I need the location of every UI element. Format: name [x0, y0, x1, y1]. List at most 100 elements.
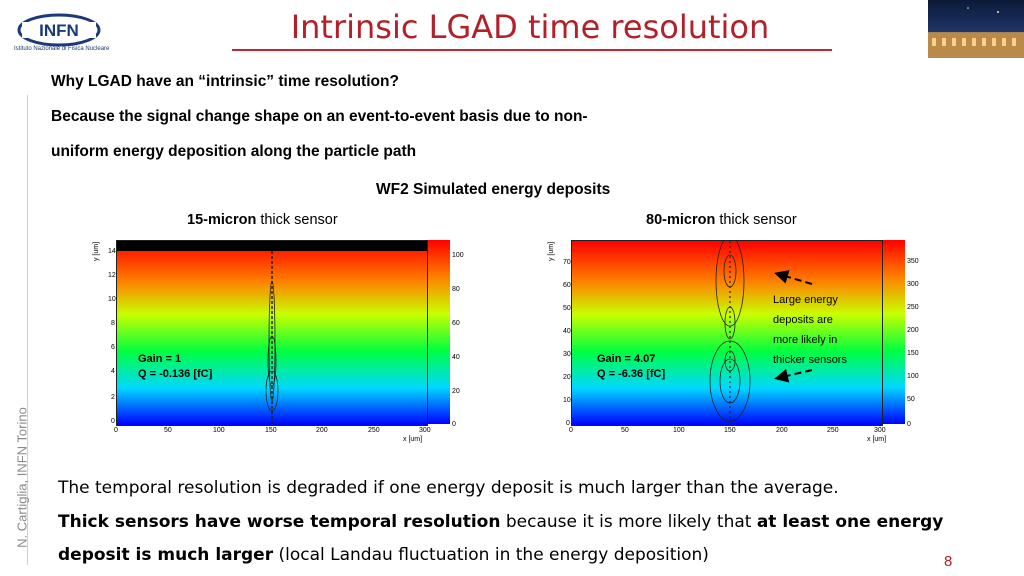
left-ytick: 2	[111, 394, 115, 401]
right-ytick: 0	[566, 420, 570, 427]
right-panel-caption: 80-micron thick sensor	[646, 212, 797, 228]
right-xtick: 0	[569, 427, 573, 434]
body-line-2-bold2: at least one energy	[756, 512, 944, 532]
torino-photo	[928, 0, 1024, 58]
slide-title: Intrinsic LGAD time resolution	[290, 8, 770, 46]
left-cbar-tick: 40	[452, 354, 460, 361]
right-xtick: 100	[673, 427, 685, 434]
infn-logo: INFN	[14, 10, 104, 58]
right-xtick: 200	[776, 427, 788, 434]
side-divider	[27, 95, 28, 565]
left-caption-rest: thick sensor	[256, 212, 338, 228]
annotation-line: deposits are	[773, 314, 833, 326]
body-line-2-bold: Thick sensors have worse temporal resolu…	[58, 512, 501, 532]
annotation-arrows	[774, 270, 813, 383]
infn-logo-icon: INFN	[17, 13, 101, 47]
left-cbar-tick: 80	[452, 286, 460, 293]
right-ytick: 10	[563, 397, 571, 404]
right-caption-bold: 80-micron	[646, 212, 716, 228]
right-xtick: 50	[621, 427, 629, 434]
right-cbar-tick: 150	[907, 350, 919, 357]
intro-answer-line-2: uniform energy deposition along the part…	[51, 143, 417, 160]
left-cbar-tick: 0	[452, 421, 456, 428]
left-colorbar	[428, 240, 450, 424]
logo-subtitle: Istituto Nazionale di Fisica Nucleare	[14, 46, 110, 52]
right-caption-rest: thick sensor	[715, 212, 797, 228]
left-xlabel: x [um]	[403, 436, 423, 443]
left-cbar-tick: 20	[452, 388, 460, 395]
body-line-2-rest: because it is more likely that	[500, 512, 757, 532]
right-cbar-tick: 250	[907, 304, 919, 311]
right-xtick: 250	[827, 427, 839, 434]
right-ytick: 60	[563, 282, 571, 289]
left-gain-label: Gain = 1 Q = -0.136 [fC]	[138, 352, 212, 382]
right-xtick: 150	[724, 427, 736, 434]
left-xtick: 250	[368, 427, 380, 434]
left-ytick: 6	[111, 344, 115, 351]
right-cbar-tick: 300	[907, 281, 919, 288]
body-line-1: The temporal resolution is degraded if o…	[58, 478, 839, 498]
author-credit: N. Cartiglia, INFN Torino	[14, 407, 30, 548]
body-line-3: deposit is much larger (local Landau flu…	[58, 545, 709, 565]
right-cbar-tick: 0	[907, 421, 911, 428]
right-energy-plot: y [um] 70 60 50 40 30 20 10 0 0 50 100 1…	[545, 236, 925, 446]
page-number: 8	[944, 553, 953, 570]
left-heatmap	[116, 240, 428, 426]
body-line-3-bold: deposit is much larger	[58, 545, 274, 565]
right-cbar-tick: 50	[907, 396, 915, 403]
building-image	[928, 7, 1024, 58]
right-gain: Gain = 4.07	[597, 353, 656, 365]
left-ytick: 12	[108, 272, 116, 279]
left-xtick: 150	[265, 427, 277, 434]
right-colorbar	[883, 240, 905, 424]
left-ytick: 10	[108, 296, 116, 303]
plot-annotation: Large energy deposits are more likely in…	[773, 290, 883, 370]
right-ytick: 40	[563, 328, 571, 335]
left-ytick: 0	[111, 418, 115, 425]
left-plot-top-band	[117, 241, 427, 251]
left-caption-bold: 15-micron	[187, 212, 257, 228]
right-cbar-tick: 100	[907, 373, 919, 380]
intro-question: Why LGAD have an “intrinsic” time resolu…	[51, 73, 399, 90]
arrow-up-icon	[774, 270, 813, 285]
left-xtick: 200	[316, 427, 328, 434]
left-charge: Q = -0.136 [fC]	[138, 368, 213, 380]
left-ylabel: y [um]	[93, 241, 101, 262]
left-ytick: 8	[111, 320, 115, 327]
right-heatmap	[571, 240, 883, 426]
left-energy-plot: y [um] 14 12 10 8 6 4 2 0 0 50 100 150 2…	[90, 236, 470, 446]
right-ylabel: y [um]	[548, 241, 556, 262]
right-ytick: 30	[563, 351, 571, 358]
left-panel-caption: 15-micron thick sensor	[187, 212, 338, 228]
intro-answer-line-1: Because the signal change shape on an ev…	[51, 108, 588, 125]
annotation-line: more likely in	[773, 334, 838, 346]
left-cbar-tick: 60	[452, 320, 460, 327]
right-ytick: 50	[563, 305, 571, 312]
right-track-overlay	[709, 241, 751, 425]
right-xlabel: x [um]	[867, 436, 887, 443]
right-gain-label: Gain = 4.07 Q = -6.36 [fC]	[597, 352, 665, 382]
body-line-3-rest: (local Landau fluctuation in the energy …	[273, 545, 709, 565]
arrow-down-icon	[774, 368, 813, 383]
figure-title: WF2 Simulated energy deposits	[376, 181, 611, 198]
right-cbar-tick: 350	[907, 258, 919, 265]
left-ytick: 14	[108, 248, 116, 255]
left-track-overlay	[265, 251, 279, 425]
left-cbar-tick: 100	[452, 252, 464, 259]
left-xtick: 50	[164, 427, 172, 434]
right-cbar-tick: 200	[907, 327, 919, 334]
body-line-2: Thick sensors have worse temporal resolu…	[58, 512, 943, 532]
right-charge: Q = -6.36 [fC]	[597, 368, 666, 380]
right-ytick: 20	[563, 374, 571, 381]
right-ytick: 70	[563, 259, 571, 266]
left-xtick: 300	[419, 427, 431, 434]
left-xtick: 100	[213, 427, 225, 434]
left-gain: Gain = 1	[138, 353, 182, 365]
logo-text: INFN	[39, 21, 79, 40]
title-underline	[232, 49, 832, 51]
annotation-line: Large energy	[773, 294, 838, 306]
annotation-line: thicker sensors	[773, 354, 847, 366]
left-ytick: 4	[111, 368, 115, 375]
left-xtick: 0	[114, 427, 118, 434]
right-xtick: 300	[874, 427, 886, 434]
